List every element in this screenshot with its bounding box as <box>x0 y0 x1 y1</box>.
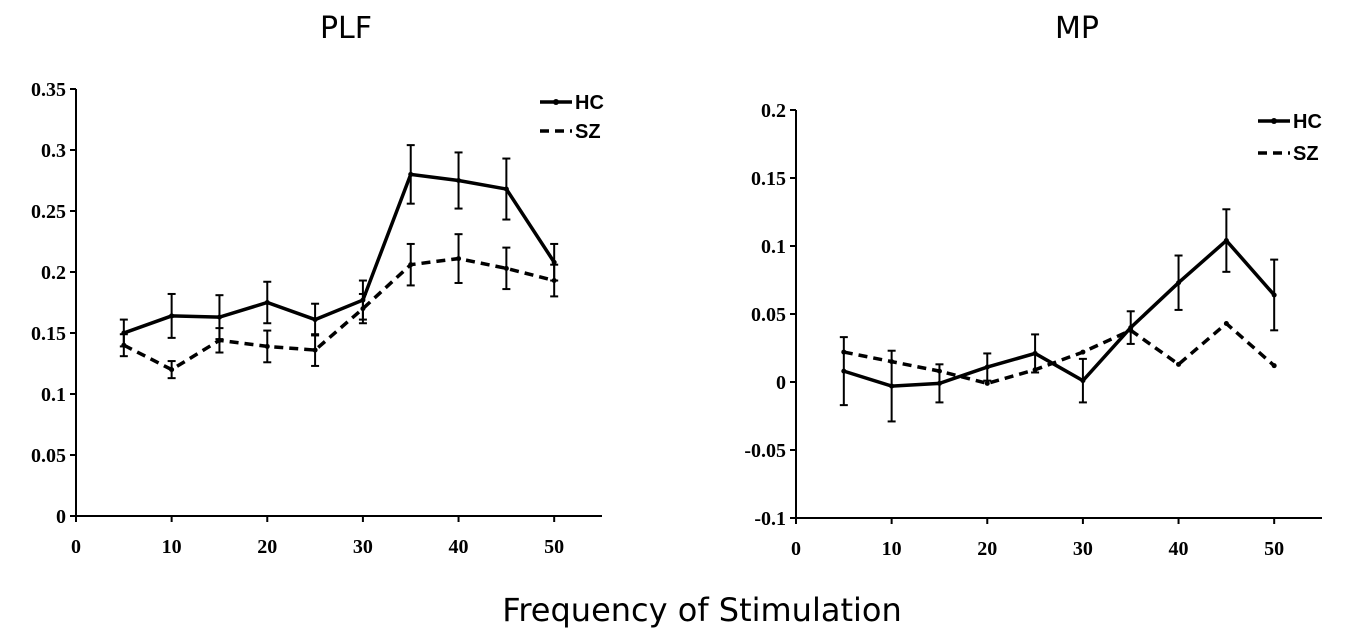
plf-legend-label-sz: SZ <box>575 121 601 143</box>
plf-series-sz-point <box>121 342 127 348</box>
mp-x-tick-label: 10 <box>882 538 902 560</box>
plf-x-tick-label: 50 <box>544 536 564 558</box>
mp-y-tick-label: 0.2 <box>761 100 786 122</box>
mp-series-sz-point <box>1271 363 1277 369</box>
mp-y-tick-label: 0.15 <box>751 168 786 190</box>
mp-legend-label-sz: SZ <box>1293 143 1319 165</box>
mp-series-hc-point <box>984 364 990 370</box>
plf-y-tick-label: 0.2 <box>41 262 66 284</box>
mp-series-hc-point <box>1271 292 1277 298</box>
plf-series-hc-point <box>264 300 270 305</box>
mp-x-tick-label: 40 <box>1169 538 1189 560</box>
plf-x-tick-label: 30 <box>353 536 373 558</box>
mp-y-tick-label: -0.05 <box>744 440 786 462</box>
mp-x-tick-label: 0 <box>791 538 801 560</box>
plf-series-hc-point <box>312 317 318 323</box>
mp-series-sz-point <box>1032 367 1038 373</box>
plf-series-hc-point <box>456 178 462 183</box>
plf-series-sz-point <box>360 306 366 312</box>
mp-series-sz-point <box>936 368 942 374</box>
mp-series-sz-point <box>841 349 847 355</box>
plf-y-tick-label: 0.35 <box>31 79 66 101</box>
mp-panel: MP -0.1 -0.05 0 0.05 0.1 0.15 0.2 0 10 20 30 40 50 HC… <box>744 11 1322 560</box>
mp-series-hc-point <box>841 368 847 374</box>
mp-title: MP <box>1055 11 1099 46</box>
plf-series-hc-point <box>408 171 414 177</box>
mp-series-sz-point <box>889 359 895 365</box>
plf-panel: PLF 0 0.05 0.1 0.15 0.2 0.25 0.3 0.35 0 10 20 30 40 5… <box>31 11 604 558</box>
plf-x-tick-label: 0 <box>71 536 81 558</box>
plf-x-tick-label: 10 <box>162 536 182 558</box>
plf-y-tick-label: 0.3 <box>41 140 66 162</box>
plf-series-sz-point <box>503 265 509 271</box>
plf-series-sz-point <box>169 367 175 373</box>
plf-y-tick-label: 0.25 <box>31 201 66 223</box>
plf-series-hc-point <box>216 314 222 320</box>
shared-x-axis-label: Frequency of Stimulation <box>502 591 902 629</box>
plf-series-sz-point <box>312 347 318 353</box>
plf-series-sz-line <box>123 256 555 372</box>
mp-series-hc-point <box>889 383 895 389</box>
mp-series-sz-point <box>1223 321 1229 327</box>
mp-series-hc-point <box>1032 350 1038 356</box>
mp-series-hc-line <box>843 238 1276 388</box>
mp-series-sz-point <box>1080 349 1086 355</box>
plf-title: PLF <box>320 11 372 46</box>
mp-series-hc-point <box>1080 378 1086 384</box>
plf-series-sz-point <box>456 256 462 262</box>
mp-y-tick-label: 0 <box>776 372 786 394</box>
plf-legend-label-hc: HC <box>575 92 604 114</box>
plf-series-sz-point <box>264 343 270 349</box>
plf-series-hc-line <box>123 172 556 335</box>
plf-series-sz-point <box>408 262 414 268</box>
mp-series-sz-point <box>1128 327 1134 333</box>
plf-x-tick-label: 20 <box>257 536 277 558</box>
plf-y-tick-label: 0 <box>56 506 66 528</box>
plf-series-hc-point <box>503 186 509 192</box>
mp-series-hc-point <box>1176 280 1182 286</box>
mp-series-hc-point <box>936 380 942 386</box>
mp-y-tick-label: 0.05 <box>751 304 786 326</box>
plf-legend-marker-hc <box>553 99 559 105</box>
mp-legend-label-hc: HC <box>1293 111 1322 133</box>
plf-series-sz-point <box>551 278 557 284</box>
plf-series-sz-point <box>216 337 222 343</box>
mp-series-sz-line <box>843 321 1276 386</box>
plf-y-tick-label: 0.05 <box>31 445 66 467</box>
mp-x-tick-label: 30 <box>1073 538 1093 560</box>
plf-x-tick-label: 40 <box>449 536 469 558</box>
plf-series-hc-point <box>551 259 557 265</box>
plf-y-tick-label: 0.1 <box>41 384 66 406</box>
plf-series-hc-point <box>169 313 175 319</box>
mp-x-tick-label: 50 <box>1264 538 1284 560</box>
mp-legend-marker-hc <box>1271 118 1277 124</box>
mp-series-sz-point <box>984 380 990 386</box>
mp-y-tick-label: 0.1 <box>761 236 786 258</box>
mp-x-tick-label: 20 <box>977 538 997 560</box>
mp-y-tick-label: -0.1 <box>754 508 786 530</box>
plf-y-tick-label: 0.15 <box>31 323 66 345</box>
mp-series-sz-point <box>1176 361 1182 367</box>
mp-series-hc-point <box>1223 238 1229 244</box>
